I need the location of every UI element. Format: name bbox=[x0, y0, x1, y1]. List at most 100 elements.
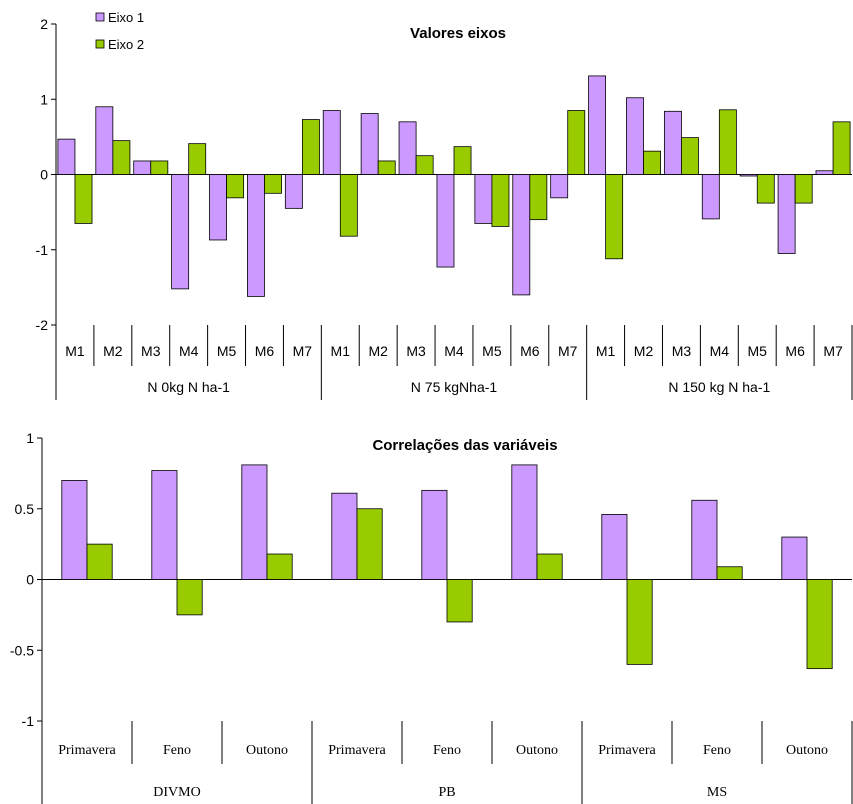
bar-series-1 bbox=[511, 464, 538, 580]
bar-series-1 bbox=[331, 492, 358, 580]
x-group-label: MS bbox=[707, 785, 727, 800]
x-category-label: M2 bbox=[368, 343, 388, 359]
y-tick-label: -2 bbox=[36, 317, 49, 333]
x-category-label: M7 bbox=[558, 343, 578, 359]
bar-series-2 bbox=[756, 174, 775, 204]
x-category-label: Feno bbox=[433, 743, 461, 758]
bar-series-2 bbox=[112, 140, 131, 175]
x-category-label: M5 bbox=[217, 343, 237, 359]
x-category-label: M1 bbox=[596, 343, 616, 359]
x-group-label: PB bbox=[438, 785, 455, 800]
legend-swatch-eixo-1 bbox=[95, 12, 105, 22]
bar-series-1 bbox=[284, 174, 303, 209]
x-category-label: Feno bbox=[703, 743, 731, 758]
bar-series-1 bbox=[550, 174, 569, 199]
x-group-label: N 75 kgNha-1 bbox=[411, 379, 498, 395]
bar-series-1 bbox=[95, 106, 114, 175]
x-category-label: Feno bbox=[163, 743, 191, 758]
bar-series-1 bbox=[777, 174, 796, 254]
bar-series-2 bbox=[86, 543, 113, 580]
x-category-label: M5 bbox=[748, 343, 768, 359]
x-category-label: Primavera bbox=[58, 743, 116, 758]
chart1-legend: Eixo 1 Eixo 2 bbox=[95, 10, 144, 52]
bar-series-2 bbox=[832, 121, 851, 175]
bar-series-1 bbox=[701, 174, 720, 220]
x-category-label: M2 bbox=[634, 343, 654, 359]
x-category-label: M3 bbox=[672, 343, 692, 359]
x-category-label: Primavera bbox=[598, 743, 656, 758]
bar-series-2 bbox=[356, 508, 383, 580]
x-category-label: Outono bbox=[786, 743, 828, 758]
x-category-label: M4 bbox=[179, 343, 199, 359]
y-tick-label: -0.5 bbox=[10, 642, 34, 658]
bar-series-2 bbox=[567, 110, 586, 175]
y-tick-label: -1 bbox=[36, 242, 49, 258]
bar-series-2 bbox=[643, 150, 661, 175]
bar-series-1 bbox=[421, 489, 448, 580]
bar-series-1 bbox=[209, 174, 227, 241]
y-tick-label: 1 bbox=[40, 91, 48, 107]
bar-series-1 bbox=[436, 174, 455, 268]
x-category-label: M3 bbox=[406, 343, 426, 359]
bar-series-1 bbox=[626, 97, 644, 175]
x-category-label: Outono bbox=[516, 743, 558, 758]
bar-series-1 bbox=[512, 174, 531, 296]
x-group-label: DIVMO bbox=[153, 785, 200, 800]
x-category-label: M3 bbox=[141, 343, 161, 359]
bar-series-2 bbox=[266, 553, 293, 580]
bar-series-2 bbox=[529, 174, 548, 221]
legend-swatch-eixo-2 bbox=[95, 39, 105, 49]
bar-series-2 bbox=[605, 174, 624, 260]
bar-series-1 bbox=[57, 138, 76, 175]
bar-series-2 bbox=[301, 119, 320, 175]
bar-series-1 bbox=[781, 536, 808, 580]
bar-series-1 bbox=[151, 470, 178, 580]
bar-series-1 bbox=[171, 174, 190, 290]
y-tick-label: 2 bbox=[40, 16, 48, 32]
x-category-label: M6 bbox=[520, 343, 540, 359]
bar-series-2 bbox=[806, 579, 833, 670]
y-tick-label: -1 bbox=[22, 713, 35, 729]
bar-series-1 bbox=[61, 480, 88, 580]
bar-series-2 bbox=[491, 174, 510, 227]
bar-series-1 bbox=[398, 121, 417, 175]
bar-series-1 bbox=[601, 514, 628, 580]
x-category-label: M6 bbox=[255, 343, 275, 359]
bar-series-2 bbox=[716, 566, 743, 580]
x-category-label: M5 bbox=[482, 343, 502, 359]
bar-series-2 bbox=[377, 160, 396, 175]
legend-label-eixo-2: Eixo 2 bbox=[108, 37, 144, 52]
bar-series-2 bbox=[453, 146, 472, 175]
bar-series-2 bbox=[718, 109, 737, 175]
bar-series-2 bbox=[74, 174, 93, 224]
bar-series-1 bbox=[815, 170, 834, 175]
legend-label-eixo-1: Eixo 1 bbox=[108, 10, 144, 25]
x-category-label: M4 bbox=[710, 343, 730, 359]
chart2-title: Correlações das variáveis bbox=[372, 437, 557, 454]
x-group-label: N 0kg N ha-1 bbox=[147, 379, 230, 395]
bar-series-2 bbox=[264, 174, 282, 194]
bar-series-1 bbox=[247, 174, 265, 297]
bar-series-2 bbox=[150, 160, 169, 175]
bar-series-1 bbox=[474, 174, 493, 224]
x-category-label: M6 bbox=[785, 343, 805, 359]
bar-series-2 bbox=[188, 143, 207, 175]
chart1-title: Valores eixos bbox=[410, 25, 506, 42]
y-tick-label: 0.5 bbox=[15, 501, 35, 517]
x-category-label: M2 bbox=[103, 343, 123, 359]
bar-series-2 bbox=[446, 579, 473, 623]
bar-series-1 bbox=[241, 464, 268, 580]
bar-series-2 bbox=[415, 155, 434, 175]
x-category-label: Outono bbox=[246, 743, 288, 758]
bar-series-2 bbox=[681, 137, 699, 175]
bar-series-1 bbox=[663, 110, 682, 175]
bar-series-1 bbox=[360, 113, 379, 175]
bar-series-2 bbox=[226, 174, 245, 199]
bar-series-1 bbox=[322, 110, 341, 175]
y-tick-label: 0 bbox=[40, 167, 48, 183]
x-category-label: Primavera bbox=[328, 743, 386, 758]
bar-series-2 bbox=[536, 553, 563, 580]
bar-series-2 bbox=[794, 174, 813, 204]
bar-series-2 bbox=[339, 174, 358, 237]
